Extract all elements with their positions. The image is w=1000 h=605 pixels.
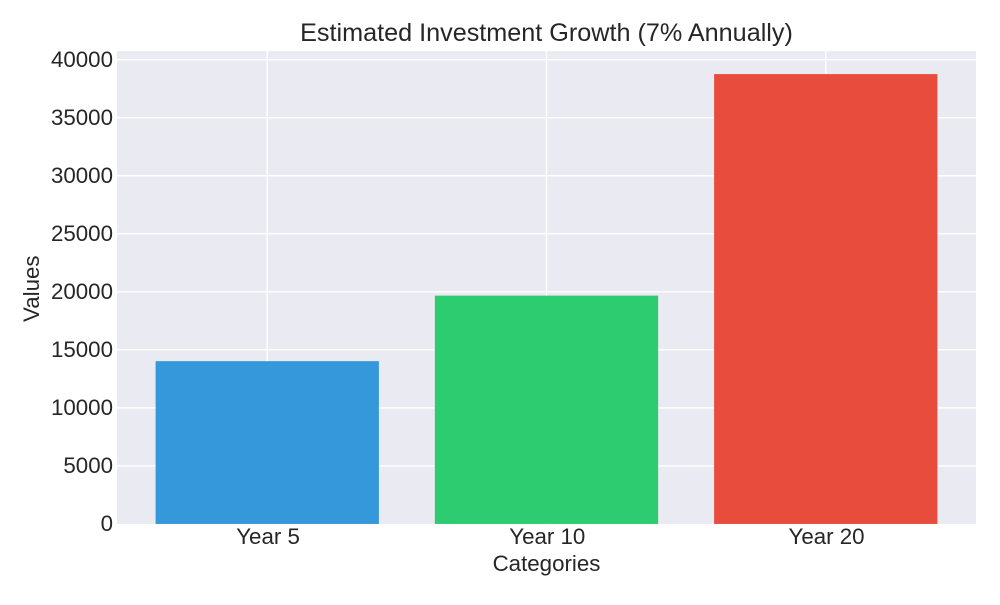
svg-text:0: 0 [101, 511, 113, 536]
svg-text:40000: 40000 [51, 47, 113, 72]
svg-text:5000: 5000 [63, 453, 113, 478]
svg-text:10000: 10000 [51, 395, 113, 420]
svg-text:15000: 15000 [51, 337, 113, 362]
svg-text:25000: 25000 [51, 221, 113, 246]
svg-text:Values: Values [19, 255, 44, 322]
svg-text:Year 20: Year 20 [789, 524, 865, 549]
svg-text:35000: 35000 [51, 105, 113, 130]
svg-text:Year 10: Year 10 [509, 524, 585, 549]
svg-text:30000: 30000 [51, 163, 113, 188]
svg-text:Year 5: Year 5 [236, 524, 300, 549]
svg-text:20000: 20000 [51, 279, 113, 304]
svg-text:Categories: Categories [493, 551, 601, 576]
svg-text:Estimated Investment Growth (7: Estimated Investment Growth (7% Annually… [300, 19, 793, 47]
